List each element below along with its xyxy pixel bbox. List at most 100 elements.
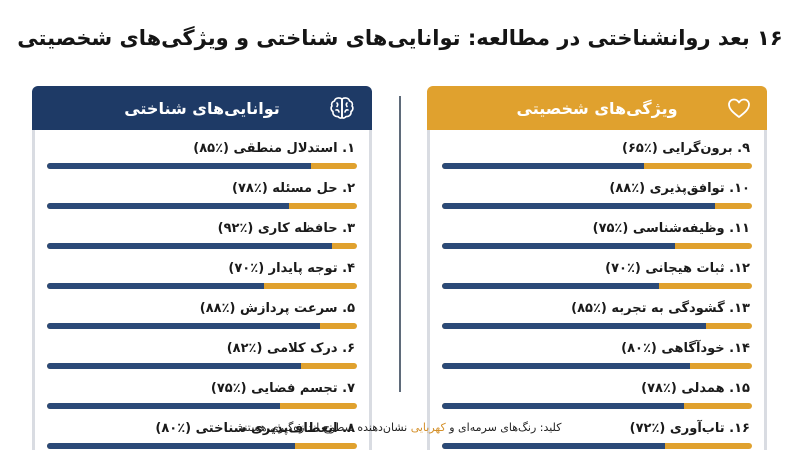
bar-number: ۳. (342, 221, 355, 236)
bar-track (47, 203, 357, 209)
bar-row: ۱۰. توافق‌پذیری (۸۸٪) (442, 176, 752, 210)
bar-label: ۷. تجسم فضایی (۷۵٪) (211, 381, 355, 396)
bar-number: ۹. (737, 141, 750, 156)
bar-track (47, 163, 357, 169)
bar-row: ۷. تجسم فضایی (۷۵٪) (47, 376, 357, 410)
bar-track (47, 363, 357, 369)
bar-value-label: (۸۰٪) (621, 341, 657, 356)
bar-row: ۴. توجه پایدار (۷۰٪) (47, 256, 357, 290)
bar-number: ۱۲. (729, 261, 750, 276)
bar-fill (442, 363, 690, 369)
bar-label: ۱۴. خودآگاهی (۸۰٪) (621, 341, 750, 356)
bar-track (442, 283, 752, 289)
bar-label: ۱۲. ثبات هیجانی (۷۰٪) (605, 261, 750, 276)
cognitive-panel: توانایی‌های شناختی ۱. استدلال منطقی (۸۵٪… (32, 86, 372, 450)
brain-icon (328, 94, 356, 122)
bar-number: ۲. (342, 181, 355, 196)
bar-fill (47, 243, 333, 249)
cognitive-list: ۱. استدلال منطقی (۸۵٪) ۲. حل مسئله (۷۸٪) ۳… (32, 130, 372, 450)
cognitive-panel-header: توانایی‌های شناختی (32, 86, 372, 130)
bar-label: ۱. استدلال منطقی (۸۵٪) (193, 141, 355, 156)
bar-text: استدلال منطقی (233, 141, 338, 156)
bar-number: ۱۳. (729, 301, 750, 316)
bar-text: تجسم فضایی (251, 381, 338, 396)
bar-text: توجه پایدار (268, 261, 338, 276)
bar-fill (442, 203, 715, 209)
bar-text: حل مسئله (272, 181, 338, 196)
bar-value-label: (۸۰٪) (155, 421, 192, 436)
bar-row: ۱۲. ثبات هیجانی (۷۰٪) (442, 256, 752, 290)
bar-track (442, 203, 752, 209)
bar-text: برون‌گرایی (662, 141, 733, 156)
bar-number: ۱۱. (729, 221, 750, 236)
bar-track (442, 403, 752, 409)
bar-row: ۱۴. خودآگاهی (۸۰٪) (442, 336, 752, 370)
bar-track (47, 403, 357, 409)
bar-fill (47, 163, 311, 169)
bar-fill (47, 403, 280, 409)
bar-number: ۱. (342, 141, 355, 156)
bar-fill (47, 443, 295, 449)
cognitive-panel-title: توانایی‌های شناختی (124, 98, 280, 118)
bar-track (442, 443, 752, 449)
bar-track (442, 163, 752, 169)
bar-track (442, 323, 752, 329)
bar-row: ۳. حافظه کاری (۹۲٪) (47, 216, 357, 250)
heart-icon (725, 94, 753, 122)
personality-list: ۹. برون‌گرایی (۶۵٪) ۱۰. توافق‌پذیری (۸۸٪)… (427, 130, 767, 450)
center-divider (399, 96, 401, 392)
bar-label: ۵. سرعت پردازش (۸۸٪) (200, 301, 355, 316)
bar-fill (47, 283, 264, 289)
bar-row: ۹. برون‌گرایی (۶۵٪) (442, 136, 752, 170)
bar-row: ۱. استدلال منطقی (۸۵٪) (47, 136, 357, 170)
bar-row: ۱۶. تاب‌آوری (۷۲٪) (442, 416, 752, 450)
bar-number: ۱۵. (729, 381, 750, 396)
bar-number: ۱۰. (729, 181, 750, 196)
bar-label: ۱۶. تاب‌آوری (۷۲٪) (630, 421, 750, 436)
bar-value-label: (۷۰٪) (228, 261, 265, 276)
bar-label: ۱۳. گشودگی به تجربه (۸۵٪) (571, 301, 750, 316)
bar-track (47, 323, 357, 329)
bar-value-label: (۸۸٪) (609, 181, 646, 196)
bar-value-label: (۷۸٪) (232, 181, 268, 196)
legend-key-suffix: نشان‌دهنده سطوح اندازه‌گیری هستند (238, 421, 411, 434)
bar-label: ۴. توجه پایدار (۷۰٪) (228, 261, 355, 276)
bar-fill (47, 323, 320, 329)
bar-track (47, 243, 357, 249)
bar-fill (442, 243, 675, 249)
bar-row: ۱۱. وظیفه‌شناسی (۷۵٪) (442, 216, 752, 250)
bar-value-label: (۸۵٪) (571, 301, 607, 316)
bar-fill (442, 283, 659, 289)
bar-label: ۲. حل مسئله (۷۸٪) (232, 181, 355, 196)
bar-value-label: (۸۲٪) (226, 341, 263, 356)
bar-value-label: (۷۸٪) (641, 381, 677, 396)
bar-row: ۶. درک کلامی (۸۲٪) (47, 336, 357, 370)
bar-text: توافق‌پذیری (649, 181, 725, 196)
bar-row: ۵. سرعت پردازش (۸۸٪) (47, 296, 357, 330)
bar-number: ۴. (342, 261, 355, 276)
bar-fill (442, 443, 666, 449)
bar-row: ۱۵. همدلی (۷۸٪) (442, 376, 752, 410)
bar-row: ۲. حل مسئله (۷۸٪) (47, 176, 357, 210)
bar-fill (442, 163, 644, 169)
bar-number: ۶. (342, 341, 355, 356)
bar-text: حافظه کاری (257, 221, 338, 236)
bar-label: ۶. درک کلامی (۸۲٪) (227, 341, 355, 356)
bar-fill (442, 323, 706, 329)
bar-text: سرعت پردازش (240, 301, 338, 316)
bar-text: درک کلامی (266, 341, 338, 356)
personality-panel: ویژگی‌های شخصیتی ۹. برون‌گرایی (۶۵٪) ۱۰. … (427, 86, 767, 450)
bar-track (442, 363, 752, 369)
bar-text: انعطاف‌پذیری شناختی (195, 421, 338, 436)
bar-label: ۱۵. همدلی (۷۸٪) (641, 381, 750, 396)
bar-row: ۱۳. گشودگی به تجربه (۸۵٪) (442, 296, 752, 330)
bar-label: ۳. حافظه کاری (۹۲٪) (218, 221, 355, 236)
personality-panel-title: ویژگی‌های شخصیتی (516, 98, 678, 118)
bar-track (47, 443, 357, 449)
bar-text: ثبات هیجانی (645, 261, 725, 276)
legend-key-prefix: کلید: رنگ‌های سرمه‌ای و (445, 421, 562, 434)
bar-track (47, 283, 357, 289)
bar-text: خودآگاهی (661, 341, 725, 356)
bar-text: تاب‌آوری (669, 421, 725, 436)
bar-label: ۱۰. توافق‌پذیری (۸۸٪) (609, 181, 750, 196)
